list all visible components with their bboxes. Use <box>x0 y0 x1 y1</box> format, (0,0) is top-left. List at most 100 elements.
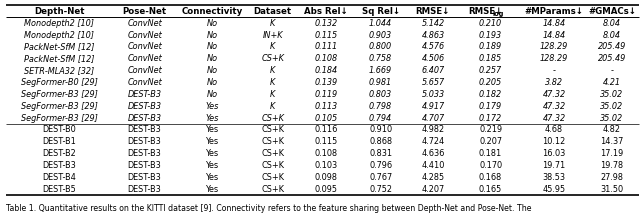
Text: -: - <box>611 66 614 75</box>
Text: #MParams↓: #MParams↓ <box>525 7 584 16</box>
Text: Yes: Yes <box>205 137 219 146</box>
Text: SegFormer-B3 [29]: SegFormer-B3 [29] <box>20 102 97 111</box>
Text: DEST-B3: DEST-B3 <box>127 114 161 123</box>
Text: 4.207: 4.207 <box>421 185 445 194</box>
Text: Table 1. Quantitative results on the KITTI dataset [9]. Connectivity refers to t: Table 1. Quantitative results on the KIT… <box>6 204 532 213</box>
Text: CS+K: CS+K <box>261 125 284 135</box>
Text: log: log <box>493 11 504 17</box>
Text: Dataset: Dataset <box>253 7 292 16</box>
Text: 1.044: 1.044 <box>369 19 392 28</box>
Text: 8.04: 8.04 <box>603 19 621 28</box>
Text: 0.752: 0.752 <box>369 185 392 194</box>
Text: 4.863: 4.863 <box>421 31 445 40</box>
Text: 5.657: 5.657 <box>421 78 445 87</box>
Text: 6.407: 6.407 <box>421 66 445 75</box>
Text: 0.172: 0.172 <box>479 114 502 123</box>
Text: 0.257: 0.257 <box>479 66 502 75</box>
Text: 19.78: 19.78 <box>600 161 623 170</box>
Text: 0.205: 0.205 <box>479 78 502 87</box>
Text: DEST-B3: DEST-B3 <box>127 173 161 182</box>
Text: DEST-B0: DEST-B0 <box>42 125 76 135</box>
Text: 1.669: 1.669 <box>369 66 392 75</box>
Text: DEST-B3: DEST-B3 <box>42 161 76 170</box>
Text: 4.707: 4.707 <box>421 114 445 123</box>
Text: 47.32: 47.32 <box>543 102 566 111</box>
Text: Yes: Yes <box>205 102 219 111</box>
Text: K: K <box>270 102 275 111</box>
Text: 0.181: 0.181 <box>479 149 502 158</box>
Text: 0.098: 0.098 <box>315 173 338 182</box>
Text: K: K <box>270 43 275 51</box>
Text: CS+K: CS+K <box>261 137 284 146</box>
Text: IN+K: IN+K <box>262 31 283 40</box>
Text: 0.115: 0.115 <box>314 137 338 146</box>
Text: 0.794: 0.794 <box>369 114 392 123</box>
Text: Monodepth2 [10]: Monodepth2 [10] <box>24 19 94 28</box>
Text: 0.095: 0.095 <box>315 185 338 194</box>
Text: DEST-B4: DEST-B4 <box>42 173 76 182</box>
Text: 4.982: 4.982 <box>421 125 445 135</box>
Text: 0.831: 0.831 <box>369 149 392 158</box>
Text: 0.185: 0.185 <box>479 54 502 63</box>
Text: DEST-B3: DEST-B3 <box>127 149 161 158</box>
Text: No: No <box>207 66 218 75</box>
Text: PackNet-SfM [12]: PackNet-SfM [12] <box>24 43 94 51</box>
Text: 4.21: 4.21 <box>603 78 621 87</box>
Text: 128.29: 128.29 <box>540 54 568 63</box>
Text: 0.115: 0.115 <box>314 31 338 40</box>
Text: K: K <box>270 19 275 28</box>
Text: ConvNet: ConvNet <box>127 78 162 87</box>
Text: 31.50: 31.50 <box>600 185 623 194</box>
Text: 0.108: 0.108 <box>314 54 338 63</box>
Text: Sq Rel↓: Sq Rel↓ <box>362 7 399 16</box>
Text: Monodepth2 [10]: Monodepth2 [10] <box>24 31 94 40</box>
Text: 3.82: 3.82 <box>545 78 563 87</box>
Text: 0.103: 0.103 <box>314 161 338 170</box>
Text: 0.800: 0.800 <box>369 43 392 51</box>
Text: CS+K: CS+K <box>261 114 284 123</box>
Text: DEST-B2: DEST-B2 <box>42 149 76 158</box>
Text: 38.53: 38.53 <box>543 173 566 182</box>
Text: 205.49: 205.49 <box>598 54 626 63</box>
Text: 4.410: 4.410 <box>421 161 445 170</box>
Text: 0.193: 0.193 <box>479 31 502 40</box>
Text: Yes: Yes <box>205 185 219 194</box>
Text: 14.84: 14.84 <box>543 31 566 40</box>
Text: DEST-B3: DEST-B3 <box>127 90 161 99</box>
Text: Pose-Net: Pose-Net <box>122 7 166 16</box>
Text: 0.165: 0.165 <box>479 185 502 194</box>
Text: 0.207: 0.207 <box>479 137 502 146</box>
Text: 4.285: 4.285 <box>421 173 445 182</box>
Text: 128.29: 128.29 <box>540 43 568 51</box>
Text: 0.182: 0.182 <box>479 90 502 99</box>
Text: 0.119: 0.119 <box>314 90 338 99</box>
Text: K: K <box>270 78 275 87</box>
Text: SegFormer-B0 [29]: SegFormer-B0 [29] <box>20 78 97 87</box>
Text: 0.108: 0.108 <box>314 149 338 158</box>
Text: 4.576: 4.576 <box>421 43 445 51</box>
Text: 5.142: 5.142 <box>421 19 445 28</box>
Text: CS+K: CS+K <box>261 149 284 158</box>
Text: 0.868: 0.868 <box>369 137 392 146</box>
Text: DEST-B3: DEST-B3 <box>127 102 161 111</box>
Text: 4.917: 4.917 <box>421 102 445 111</box>
Text: 0.910: 0.910 <box>369 125 392 135</box>
Text: 27.98: 27.98 <box>600 173 623 182</box>
Text: No: No <box>207 19 218 28</box>
Text: No: No <box>207 54 218 63</box>
Text: Depth-Net: Depth-Net <box>34 7 84 16</box>
Text: 10.12: 10.12 <box>542 137 566 146</box>
Text: ConvNet: ConvNet <box>127 43 162 51</box>
Text: ConvNet: ConvNet <box>127 31 162 40</box>
Text: 35.02: 35.02 <box>600 90 623 99</box>
Text: SegFormer-B3 [29]: SegFormer-B3 [29] <box>20 90 97 99</box>
Text: 47.32: 47.32 <box>543 114 566 123</box>
Text: DEST-B5: DEST-B5 <box>42 185 76 194</box>
Text: RMSE↓: RMSE↓ <box>416 7 450 16</box>
Text: 205.49: 205.49 <box>598 43 626 51</box>
Text: Yes: Yes <box>205 161 219 170</box>
Text: 0.767: 0.767 <box>369 173 392 182</box>
Text: K: K <box>270 66 275 75</box>
Text: 4.82: 4.82 <box>603 125 621 135</box>
Text: SETR-MLA32 [32]: SETR-MLA32 [32] <box>24 66 94 75</box>
